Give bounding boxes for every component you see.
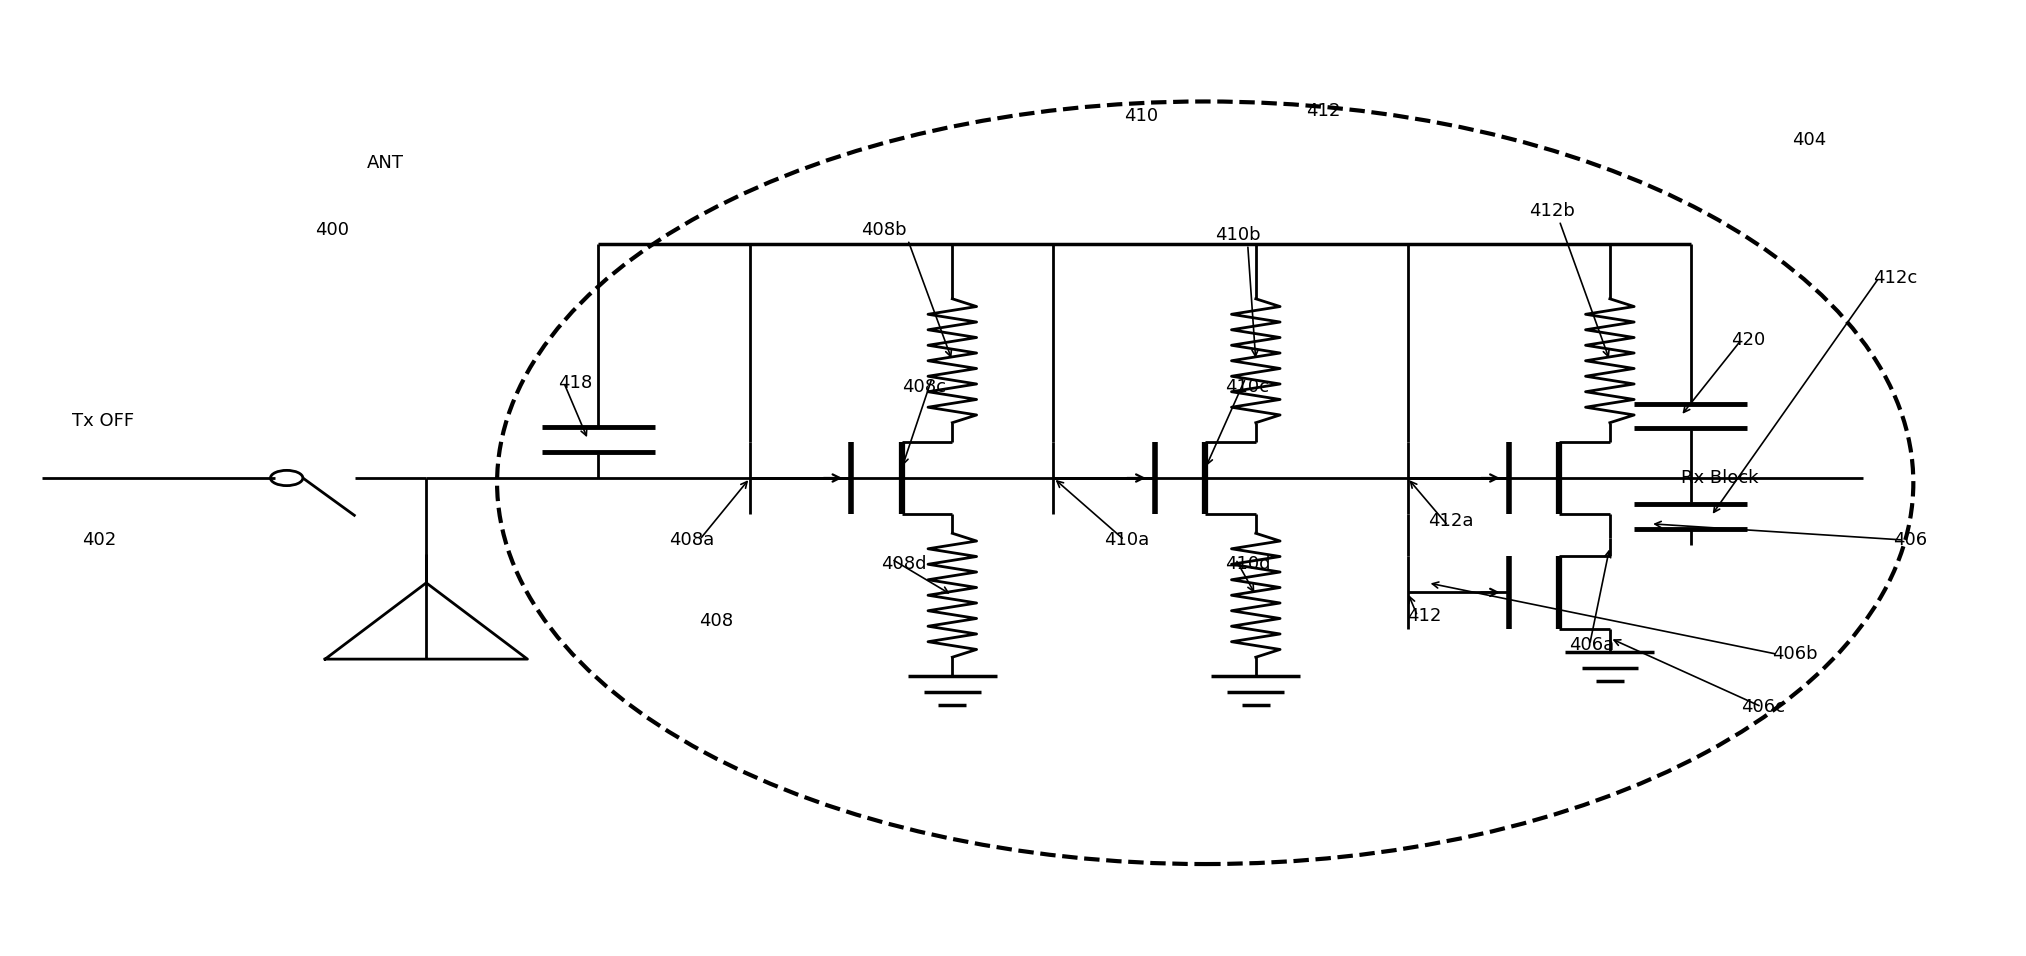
Text: Tx OFF: Tx OFF: [73, 412, 134, 430]
Text: 400: 400: [314, 221, 348, 239]
Text: 404: 404: [1791, 131, 1825, 148]
Text: 408: 408: [699, 612, 733, 630]
Text: 412c: 412c: [1872, 269, 1917, 287]
Text: ANT: ANT: [367, 155, 405, 172]
Text: 410c: 410c: [1226, 379, 1270, 397]
Text: 412a: 412a: [1428, 511, 1473, 530]
Text: 410d: 410d: [1226, 554, 1270, 573]
Text: 408c: 408c: [902, 379, 946, 397]
Text: 406a: 406a: [1570, 636, 1615, 654]
Text: 408d: 408d: [881, 554, 928, 573]
Text: 406c: 406c: [1742, 698, 1785, 716]
Text: 406: 406: [1892, 531, 1927, 549]
Text: 410a: 410a: [1104, 531, 1149, 549]
Text: 410: 410: [1124, 107, 1159, 125]
Text: 412b: 412b: [1530, 202, 1574, 220]
Text: 406b: 406b: [1771, 645, 1817, 663]
Text: 408b: 408b: [861, 221, 908, 239]
Text: 402: 402: [83, 531, 118, 549]
Text: 418: 418: [557, 374, 592, 392]
Text: 420: 420: [1732, 331, 1765, 349]
Text: Rx Block: Rx Block: [1682, 469, 1759, 487]
Text: 410b: 410b: [1216, 226, 1260, 244]
Text: 412: 412: [1408, 607, 1443, 625]
Text: 412: 412: [1307, 102, 1341, 120]
Text: 408a: 408a: [669, 531, 715, 549]
